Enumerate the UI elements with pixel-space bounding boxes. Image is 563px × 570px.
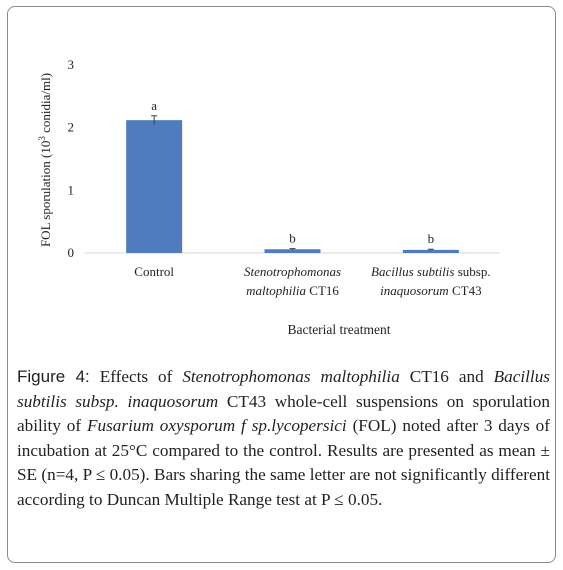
y-axis-label: FOL sporulation (103 conidia/ml) xyxy=(37,73,53,247)
significance-letter: b xyxy=(428,231,435,246)
caption-text-2: CT16 and xyxy=(399,367,494,386)
caption-text-1: Effects of xyxy=(89,367,183,386)
bar xyxy=(402,249,459,253)
figure-caption: Figure 4: Effects of Stenotrophomonas ma… xyxy=(17,365,550,512)
y-tick-label: 0 xyxy=(68,245,75,260)
bars: a b b xyxy=(126,98,459,253)
y-axis-label-prefix: FOL sporulation (10 xyxy=(38,141,53,247)
caption-text-3: CT43 whole-cell suspensions on sporulati… xyxy=(17,391,550,436)
bar-chart: 0 1 2 3 a b b Control Stenotrophomonas maltophi… xyxy=(37,57,500,337)
caption-italic-2: Bacillus subtilis subsp. inaquosorum xyxy=(17,367,550,411)
x-axis-label: Bacterial treatment xyxy=(287,322,390,337)
x-tick-label: Bacillus subtilis subsp. xyxy=(371,264,491,279)
x-tick-label: Stenotrophomonas xyxy=(244,264,341,279)
y-axis-ticks: 0 1 2 3 xyxy=(68,57,75,260)
caption-label: Figure 4: xyxy=(17,367,90,386)
caption-italic-3: Fusarium oxysporum f sp.lycopersici xyxy=(87,416,347,435)
y-axis-label-suffix: conidia/ml) xyxy=(38,73,53,136)
y-tick-label: 2 xyxy=(68,120,75,135)
figure-frame xyxy=(7,6,556,563)
bar xyxy=(264,249,321,253)
y-axis-label-superscript: 3 xyxy=(37,136,47,141)
x-tick-label-line2: inaquosorum CT43 xyxy=(380,283,482,298)
caption-italic-1: Stenotrophomonas maltophilia xyxy=(182,367,400,386)
significance-letter: b xyxy=(289,231,296,246)
x-tick-label: Control xyxy=(134,264,174,279)
significance-letter: a xyxy=(151,98,157,113)
bar xyxy=(126,120,183,253)
y-tick-label: 1 xyxy=(68,182,75,197)
y-tick-label: 3 xyxy=(68,57,75,72)
x-axis-tick-labels: Control Stenotrophomonas maltophilia CT16 B… xyxy=(134,264,490,298)
x-tick-label-line2: maltophilia CT16 xyxy=(246,283,339,298)
caption-text-4: (FOL) noted after 3 days of incubation a… xyxy=(17,416,551,509)
